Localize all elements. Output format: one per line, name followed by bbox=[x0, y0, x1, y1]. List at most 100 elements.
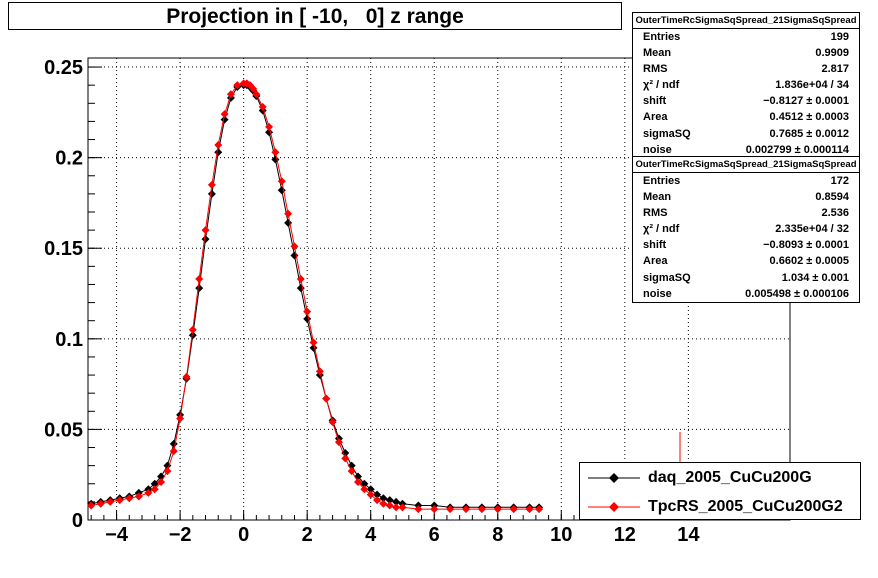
stats-row: noise 0.005498 ± 0.000106 bbox=[633, 286, 859, 302]
data-point bbox=[169, 439, 178, 448]
data-point bbox=[360, 485, 369, 494]
x-tick-label: −2 bbox=[169, 524, 192, 546]
data-point bbox=[509, 505, 518, 514]
stats-value: 2.536 bbox=[821, 207, 849, 220]
data-point bbox=[296, 275, 305, 284]
data-point bbox=[125, 494, 134, 503]
stats-value: 199 bbox=[830, 31, 849, 43]
series-line bbox=[91, 82, 540, 510]
legend: daq_2005_CuCu200G TpcRS_2005_CuCu200G2 bbox=[579, 462, 861, 520]
data-point bbox=[290, 251, 299, 260]
stats-label: Area bbox=[643, 255, 668, 268]
x-tick-label: −4 bbox=[105, 524, 129, 546]
stats-row: Area 0.6602 ± 0.0005 bbox=[633, 253, 859, 269]
data-point bbox=[214, 140, 223, 149]
stats-label: χ² / ndf bbox=[643, 223, 680, 236]
data-point bbox=[328, 418, 337, 427]
stats-label: noise bbox=[643, 143, 672, 156]
stats-row: Entries 199 bbox=[633, 29, 859, 45]
x-tick-label: 10 bbox=[550, 524, 572, 546]
stats-row: RMS 2.817 bbox=[633, 61, 859, 77]
stats-value: −0.8127 ± 0.0001 bbox=[763, 95, 849, 108]
data-point bbox=[354, 477, 362, 486]
data-point bbox=[392, 503, 401, 512]
stats-label: sigmaSQ bbox=[643, 271, 691, 284]
data-point bbox=[392, 497, 401, 506]
stats-row: sigmaSQ 0.7685 ± 0.0012 bbox=[633, 126, 859, 142]
data-point bbox=[414, 505, 423, 514]
data-point bbox=[87, 501, 96, 510]
legend-entry-tpcrs: TpcRS_2005_CuCu200G2 bbox=[580, 494, 860, 520]
data-point bbox=[195, 275, 204, 284]
stats-row: shift −0.8093 ± 0.0001 bbox=[633, 237, 859, 253]
stats-value: 0.005498 ± 0.000106 bbox=[745, 287, 849, 300]
stats-label: RMS bbox=[643, 63, 668, 76]
data-point bbox=[258, 102, 267, 111]
data-point bbox=[315, 367, 324, 376]
stats-value: 0.8594 bbox=[815, 191, 849, 204]
stats-row: Area 0.4512 ± 0.0003 bbox=[633, 109, 859, 125]
series-1 bbox=[87, 79, 544, 514]
data-point bbox=[366, 490, 375, 499]
data-point bbox=[271, 148, 280, 157]
stats-row: χ² / ndf 1.836e+04 / 34 bbox=[633, 77, 859, 93]
data-point bbox=[271, 155, 280, 164]
stats-row: Mean 0.9909 bbox=[633, 45, 859, 61]
chart-title: Projection in [ -10, 0] z range bbox=[166, 5, 464, 28]
stats-label: χ² / ndf bbox=[643, 79, 680, 92]
stats-row: Mean 0.8594 bbox=[633, 189, 859, 205]
x-tick-label: 4 bbox=[365, 524, 377, 546]
y-tick-label: 0 bbox=[72, 510, 83, 532]
stats-value: 2.817 bbox=[821, 63, 849, 76]
data-point bbox=[115, 496, 124, 505]
data-point bbox=[398, 503, 407, 512]
stats-box-2: OuterTimeRcSigmaSqSpread_21SigmaSqSpread… bbox=[632, 156, 860, 303]
data-point bbox=[207, 189, 216, 198]
data-point bbox=[347, 467, 356, 476]
stats-value: −0.8093 ± 0.0001 bbox=[763, 239, 849, 252]
data-point bbox=[233, 81, 242, 90]
data-point bbox=[462, 505, 470, 514]
data-point bbox=[188, 331, 197, 340]
data-point bbox=[477, 505, 486, 514]
x-tick-label: 2 bbox=[302, 524, 313, 546]
data-point bbox=[366, 485, 375, 494]
legend-entry-daq: daq_2005_CuCu200G bbox=[580, 465, 860, 491]
stats-value: 1.034 ± 0.001 bbox=[781, 271, 849, 284]
legend-marker-tpcrs bbox=[588, 502, 640, 512]
data-series bbox=[87, 79, 544, 514]
data-point bbox=[341, 454, 350, 463]
data-point bbox=[144, 488, 153, 497]
data-point bbox=[265, 122, 274, 131]
data-point bbox=[373, 490, 382, 499]
stats-value: 172 bbox=[830, 175, 849, 187]
stats-value: 0.4512 ± 0.0003 bbox=[769, 111, 849, 124]
data-point bbox=[188, 325, 197, 334]
data-point bbox=[207, 180, 216, 189]
data-point bbox=[446, 505, 455, 514]
data-point bbox=[150, 479, 159, 488]
data-point bbox=[134, 492, 143, 501]
data-point bbox=[169, 447, 178, 456]
series-line bbox=[91, 84, 540, 508]
chart-title-box: Projection in [ -10, 0] z range bbox=[8, 2, 622, 30]
data-point bbox=[201, 226, 210, 235]
stats-value: 2.335e+04 / 32 bbox=[775, 223, 849, 236]
data-point bbox=[163, 467, 172, 476]
data-point bbox=[303, 314, 312, 323]
stats-title-2: OuterTimeRcSigmaSqSpread_21SigmaSqSpread bbox=[633, 157, 859, 173]
stats-label: Mean bbox=[643, 191, 672, 204]
stats-label: Mean bbox=[643, 47, 672, 60]
stats-row: noise 0.002799 ± 0.000114 bbox=[633, 142, 859, 158]
data-point bbox=[493, 505, 502, 514]
data-point bbox=[226, 90, 235, 99]
x-tick-label: 0 bbox=[238, 524, 249, 546]
stats-label: Entries bbox=[643, 175, 681, 187]
stats-row: sigmaSQ 1.034 ± 0.001 bbox=[633, 270, 859, 286]
x-tick-label: 14 bbox=[677, 524, 700, 546]
stats-value: 1.836e+04 / 34 bbox=[775, 79, 849, 92]
data-point bbox=[195, 284, 204, 293]
stats-row: χ² / ndf 2.335e+04 / 32 bbox=[633, 221, 859, 237]
data-point bbox=[373, 496, 382, 505]
